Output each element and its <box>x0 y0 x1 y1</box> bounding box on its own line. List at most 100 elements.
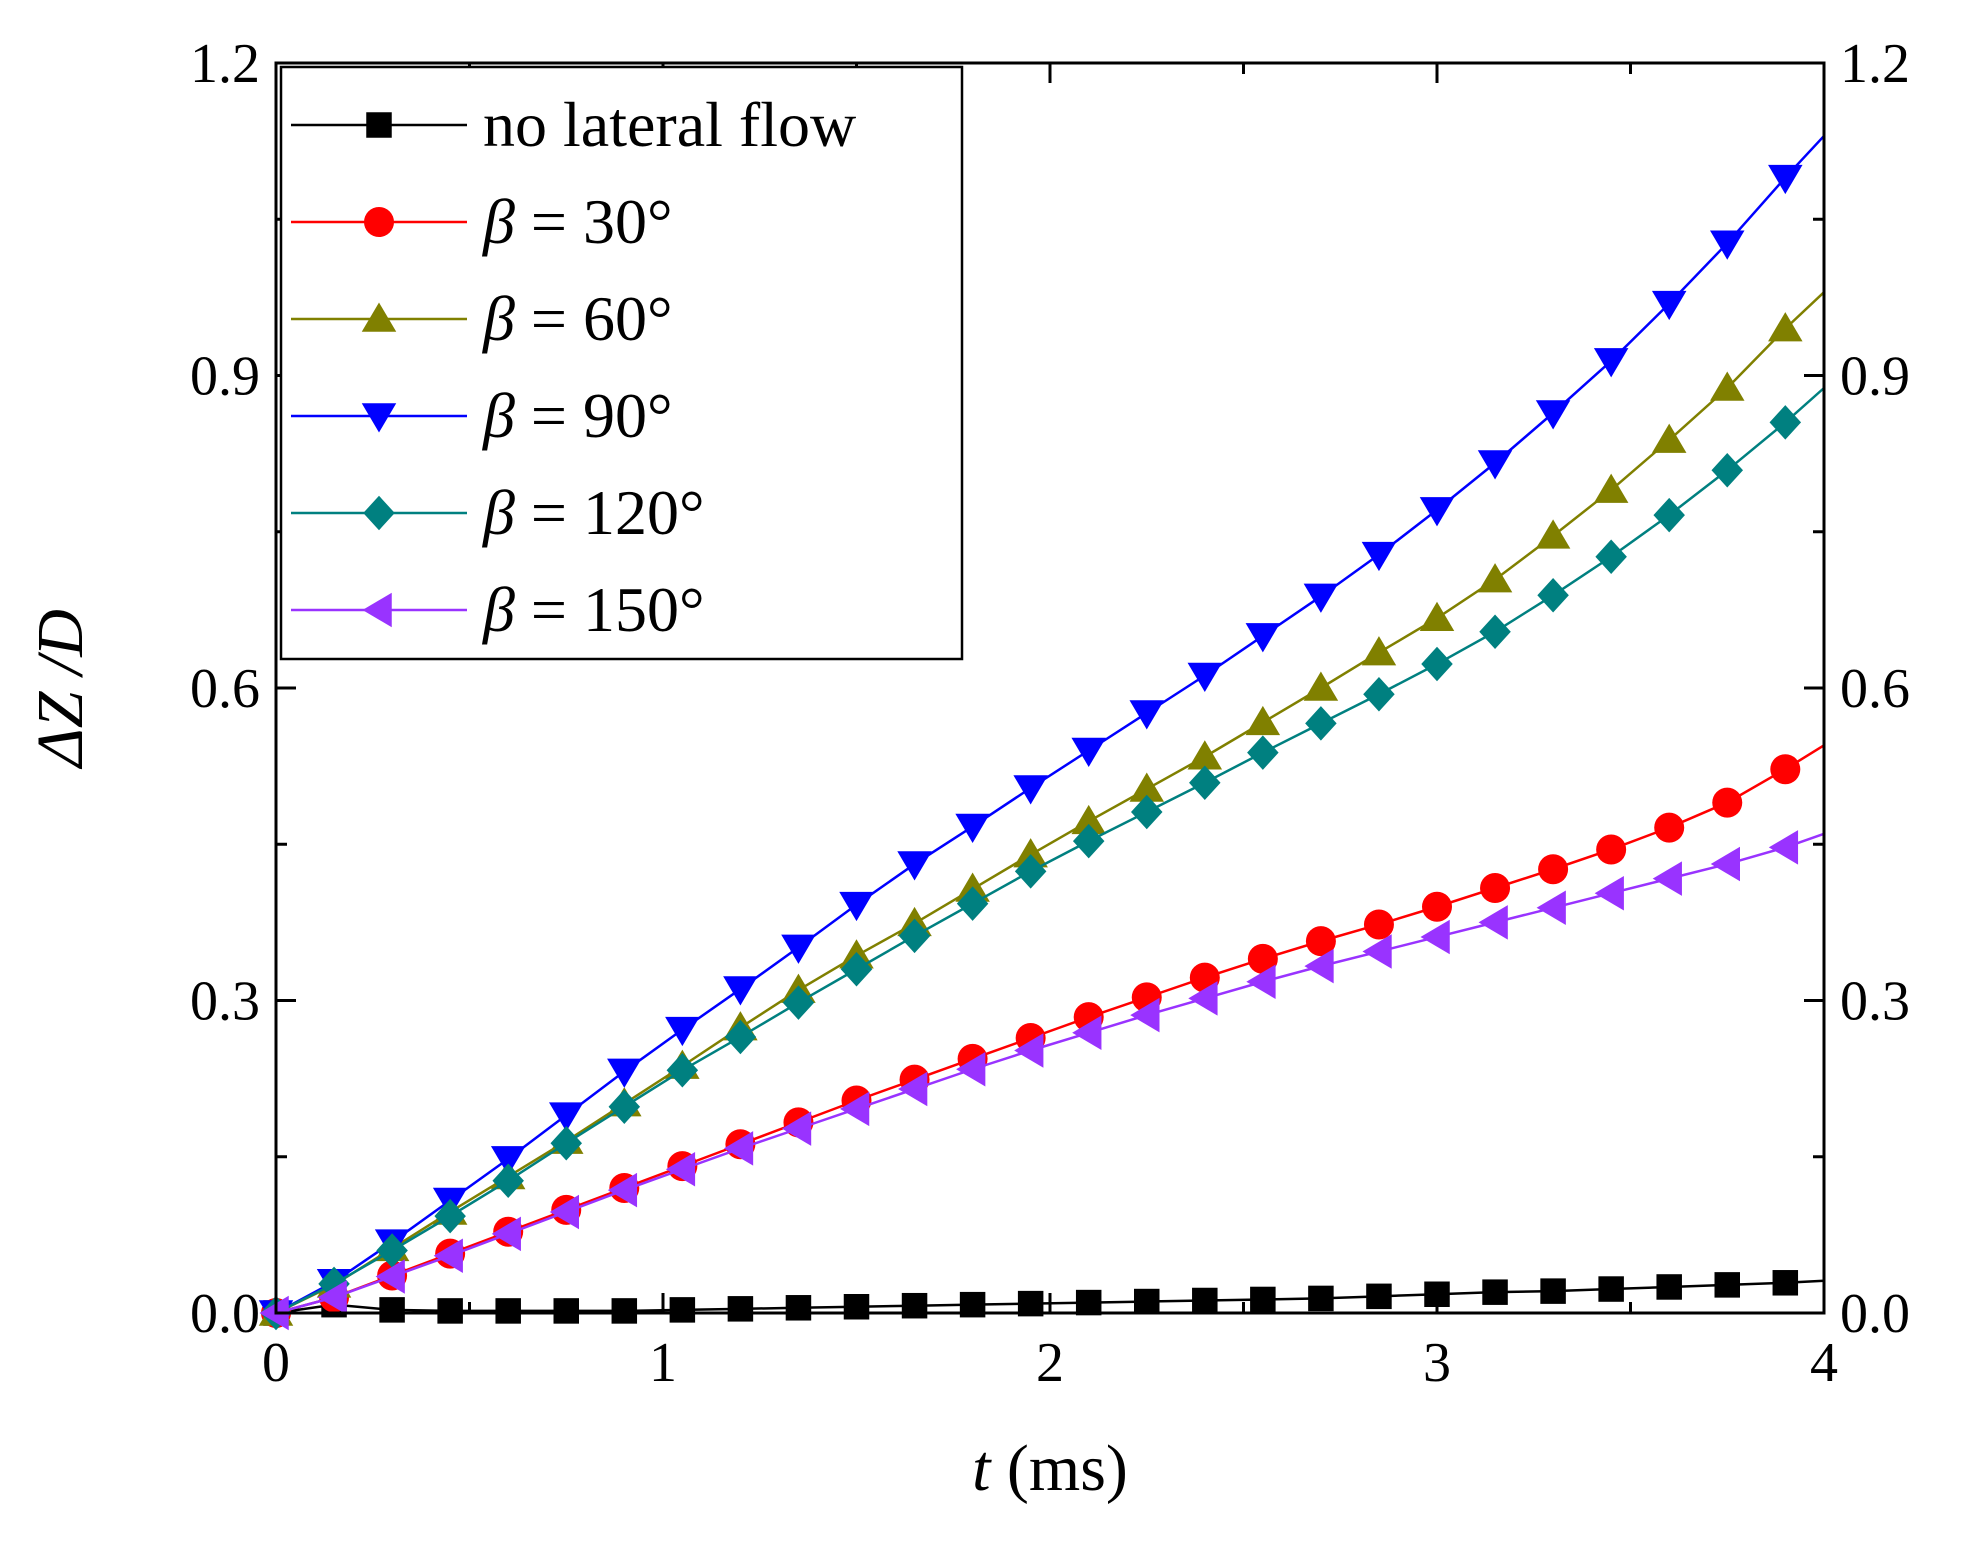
data-point <box>1189 765 1221 801</box>
data-point <box>1192 1287 1218 1314</box>
data-point <box>1013 838 1048 868</box>
y-tick-label: 1.2 <box>190 33 260 95</box>
data-point <box>1540 1278 1566 1304</box>
data-point <box>669 1297 696 1323</box>
data-point <box>1250 1286 1276 1313</box>
x-axis-title-units: (ms) <box>990 1432 1127 1505</box>
legend-marker <box>363 495 395 531</box>
legend-entry: β = 90° <box>291 380 673 451</box>
series-4 <box>260 387 1825 1331</box>
data-point <box>1477 450 1513 480</box>
data-point <box>1419 601 1455 631</box>
legend-marker <box>361 302 397 332</box>
data-point <box>1535 519 1571 549</box>
x-tick-label: 3 <box>1423 1332 1451 1394</box>
data-point <box>1598 1276 1624 1302</box>
data-point <box>1303 583 1339 613</box>
data-point <box>433 1238 463 1273</box>
data-point <box>608 1089 641 1124</box>
legend-label-text: = 30° <box>515 186 673 257</box>
data-point <box>898 918 931 954</box>
ticks-layer: 0 1 2 3 40.0 0.00.3 0.30.6 0.60.9 0.91.2 1.2 <box>190 33 1910 1394</box>
legend-entry: β = 120° <box>291 477 705 548</box>
data-point <box>1075 1289 1102 1316</box>
data-point <box>723 976 758 1006</box>
data-point <box>1419 497 1455 527</box>
legend-label: β = 90° <box>481 380 673 451</box>
data-point <box>724 1019 757 1055</box>
x-axis-title: t (ms) <box>972 1432 1128 1505</box>
data-point <box>956 1052 986 1087</box>
data-point <box>1656 1274 1682 1300</box>
legend-entry: no lateral flow <box>291 89 856 160</box>
data-point <box>1768 164 1803 195</box>
data-point <box>840 952 873 987</box>
data-point <box>490 1146 526 1176</box>
legend-label: β = 60° <box>481 283 673 354</box>
data-point <box>1422 891 1452 922</box>
legend-marker <box>366 112 392 138</box>
legend-label: β = 120° <box>481 477 705 548</box>
legend-label-text: no lateral flow <box>483 89 856 160</box>
data-point <box>1129 772 1164 802</box>
data-point <box>1710 371 1745 401</box>
data-point <box>434 1198 466 1234</box>
data-point <box>1710 230 1745 260</box>
x-tick-label: 4 <box>1810 1332 1838 1394</box>
data-point <box>898 1071 928 1107</box>
data-point <box>1654 812 1685 843</box>
data-point <box>553 1298 579 1324</box>
data-point <box>549 1102 584 1132</box>
y-tick-label: 0.3 <box>190 971 260 1033</box>
data-point <box>955 813 990 844</box>
series-line <box>275 832 1825 1315</box>
data-point <box>1130 997 1160 1033</box>
data-point <box>1712 787 1743 818</box>
data-point <box>1366 1283 1392 1310</box>
data-point <box>376 1233 408 1268</box>
data-point <box>1651 423 1687 453</box>
data-point <box>1595 539 1627 574</box>
legend-label-symbol: β <box>481 380 515 451</box>
series-line <box>275 291 1825 1315</box>
data-point <box>1187 740 1223 770</box>
legend-box <box>279 65 964 661</box>
legend-label-symbol: β <box>481 477 515 548</box>
data-point <box>1537 578 1569 613</box>
data-point <box>1652 861 1682 896</box>
y-tick-label-right: 0.0 <box>1840 1283 1910 1345</box>
y-tick-label: 0.6 <box>190 658 260 720</box>
data-point <box>1361 636 1397 666</box>
data-point <box>1014 854 1047 889</box>
y-tick-label-right: 0.3 <box>1840 971 1910 1033</box>
y-tick-label: 0.0 <box>190 1283 260 1345</box>
legend-label-text: = 150° <box>515 574 705 645</box>
data-point <box>495 1298 521 1324</box>
data-point <box>781 1111 812 1146</box>
data-point <box>491 1216 521 1252</box>
data-point <box>727 1296 754 1322</box>
data-point <box>1477 563 1513 593</box>
data-point <box>839 891 874 922</box>
legend-label-symbol: β <box>481 283 515 354</box>
data-point <box>781 934 816 964</box>
data-point <box>1247 943 1278 974</box>
x-axis-title-italic: t <box>972 1432 992 1505</box>
legend-entry: β = 30° <box>291 186 673 257</box>
data-point <box>782 985 815 1020</box>
series-3 <box>258 135 1825 1330</box>
data-point <box>1710 846 1740 882</box>
data-point <box>492 1163 524 1198</box>
data-point <box>1303 671 1339 701</box>
series-line <box>275 387 1825 1315</box>
y-tick-label-right: 0.9 <box>1840 346 1910 408</box>
data-point <box>1247 735 1279 770</box>
data-point <box>1187 662 1223 692</box>
data-point <box>1596 834 1627 865</box>
data-point <box>1072 1015 1102 1051</box>
x-tick-label: 1 <box>649 1332 677 1394</box>
data-point <box>1305 706 1337 741</box>
data-point <box>1768 830 1799 865</box>
data-point <box>437 1298 463 1324</box>
